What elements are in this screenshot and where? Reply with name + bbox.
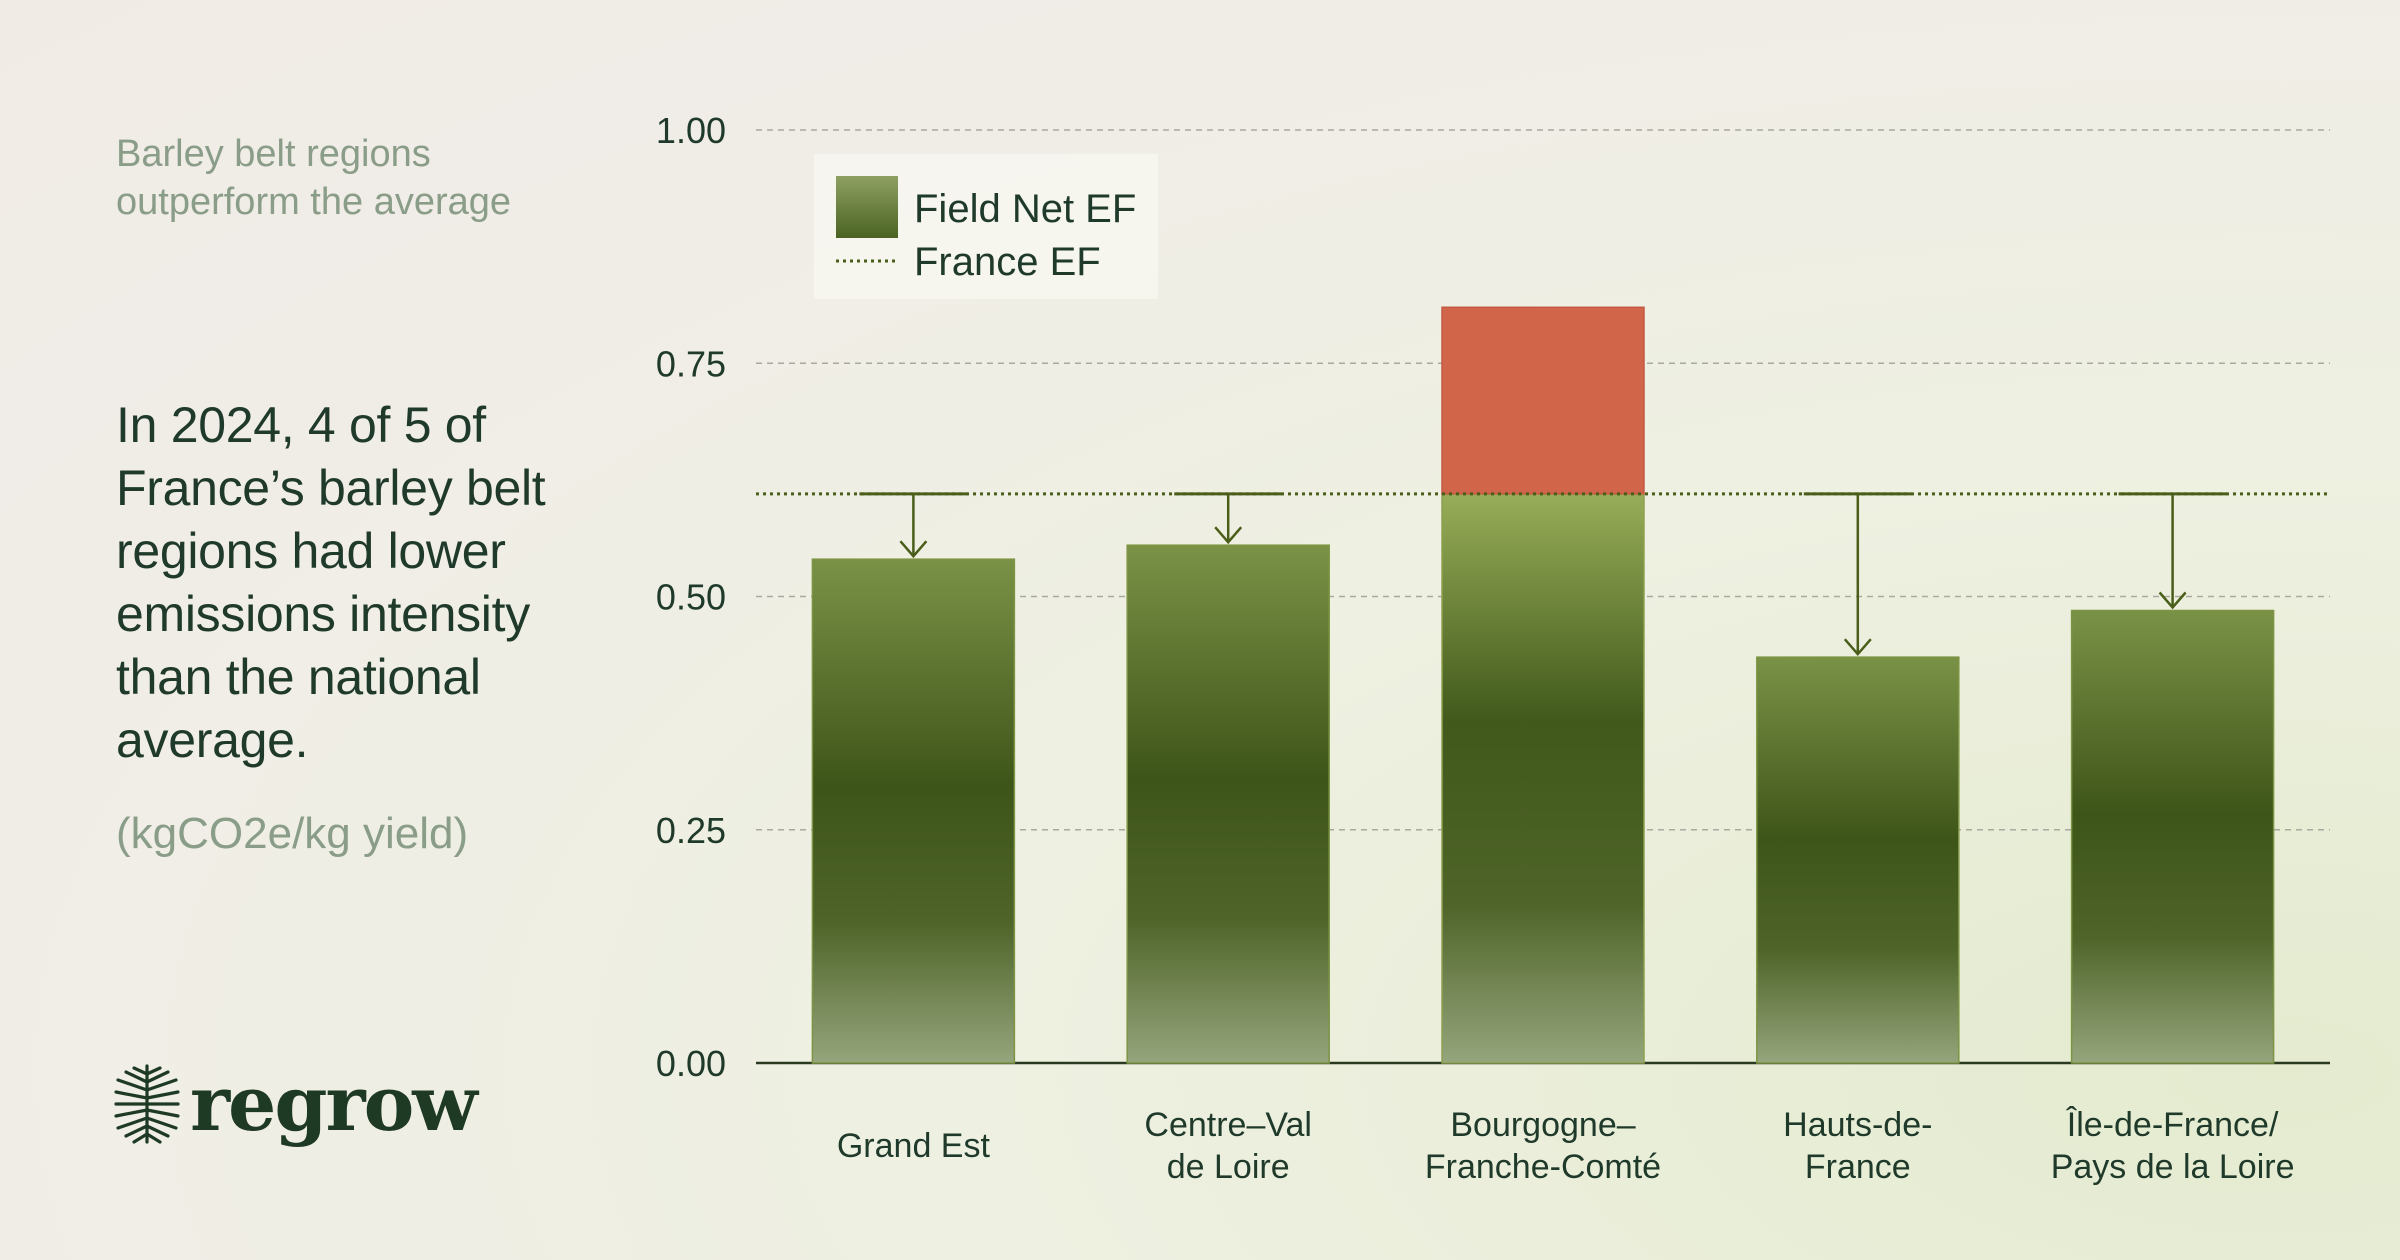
legend: Field Net EF France EF: [814, 154, 1158, 299]
bar-excess: [1441, 306, 1645, 495]
bars: [811, 306, 2275, 1064]
legend-label-field-net-ef: Field Net EF: [914, 187, 1136, 231]
y-tick-label: 0.75: [656, 343, 726, 384]
legend-label-france-ef: France EF: [914, 240, 1101, 284]
brand-logo: regrow: [112, 1059, 478, 1148]
tree-roots-icon: [114, 1064, 180, 1144]
y-tick-label: 0.00: [656, 1043, 726, 1084]
y-tick-label: 1.00: [656, 110, 726, 151]
y-tick-label: 0.50: [656, 577, 726, 618]
x-tick-label: Île-de-France/Pays de la Loire: [2051, 1106, 2295, 1186]
arrow-head: [1214, 526, 1243, 545]
difference-arrows: [859, 492, 2227, 657]
y-axis: 0.00 0.25 0.50 0.75 1.00: [656, 110, 2330, 1084]
x-axis: Grand Est Centre–Val de Loire Bourgogne– Fra…: [837, 1106, 2295, 1186]
legend-swatch-bar: [836, 176, 898, 238]
y-tick-label: 0.25: [656, 810, 726, 851]
arrow-head: [899, 540, 928, 559]
bar: [1441, 493, 1645, 1064]
brand-name: regrow: [190, 1059, 478, 1148]
bar: [811, 558, 1016, 1064]
bar: [1756, 656, 1960, 1064]
x-tick-label: Grand Est: [837, 1127, 991, 1165]
x-tick-label: Centre–Val de Loire: [1144, 1106, 1312, 1186]
headline: In 2024, 4 of 5 of France’s barley belt …: [116, 397, 546, 768]
chart-kicker: Barley belt regions outperform the avera…: [116, 133, 512, 223]
arrow-head: [2158, 591, 2187, 610]
bar: [1126, 544, 1330, 1064]
unit-label: (kgCO2e/kg yield): [116, 809, 469, 858]
bar: [2070, 609, 2275, 1064]
arrow-head: [1843, 638, 1872, 657]
x-tick-label: Hauts-de-France: [1783, 1106, 1932, 1186]
x-tick-label: Bourgogne– Franche-Comté: [1425, 1106, 1661, 1186]
